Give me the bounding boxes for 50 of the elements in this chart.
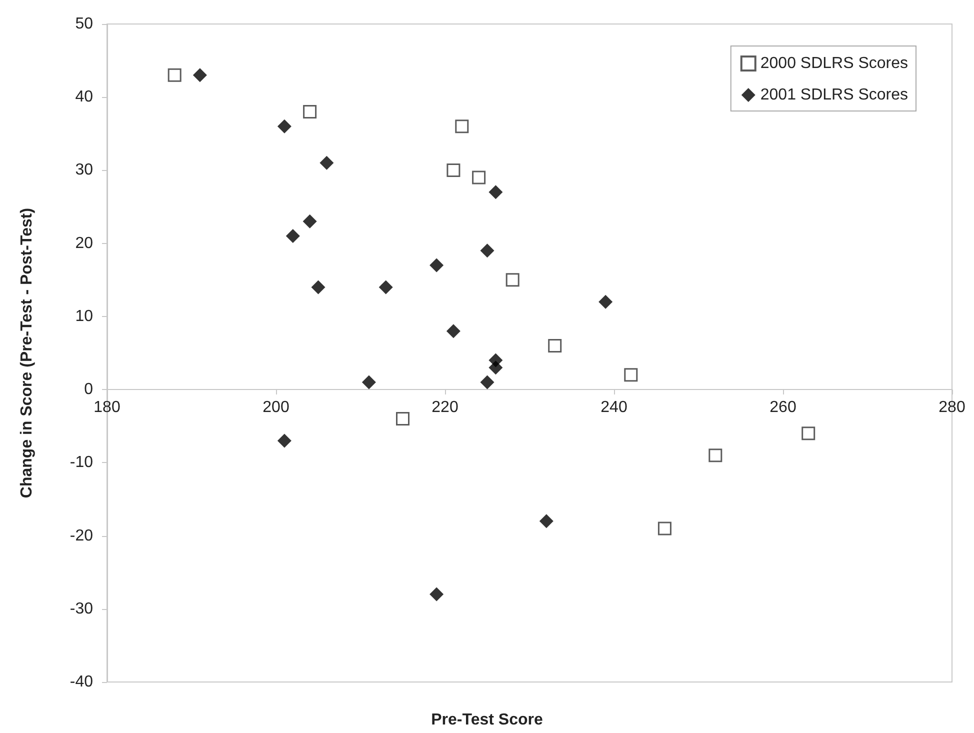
y-tick-label: 30 <box>75 162 94 179</box>
x-tick-label: 200 <box>262 399 290 416</box>
point <box>548 338 562 352</box>
y-axis-title: Change in Score (Pre-Test - Post-Test) <box>18 208 36 498</box>
legend-label: 2001 SDLRS Scores <box>760 86 908 104</box>
point <box>506 273 520 287</box>
y-tick-label: -20 <box>70 527 94 544</box>
point <box>455 120 469 134</box>
y-tick-label: 10 <box>75 308 94 325</box>
x-tick-label: 280 <box>938 399 966 416</box>
point <box>362 375 376 390</box>
legend-label: 2000 SDLRS Scores <box>760 55 908 72</box>
point <box>277 119 292 134</box>
point <box>311 280 326 294</box>
point <box>168 68 182 82</box>
point <box>446 324 460 338</box>
y-tick-label: 40 <box>75 88 94 106</box>
y-tick-label: 20 <box>75 234 94 252</box>
point <box>430 587 444 602</box>
point <box>430 258 444 272</box>
y-tick-label: 50 <box>75 16 94 32</box>
point <box>303 104 317 118</box>
point <box>658 522 672 536</box>
point <box>286 229 300 244</box>
x-tick-label: 180 <box>94 399 120 416</box>
x-tick-label: 240 <box>600 399 628 416</box>
point <box>302 214 317 228</box>
y-tick-label: -40 <box>70 674 94 690</box>
y-tick-label: -30 <box>70 600 94 618</box>
point <box>708 448 722 462</box>
x-tick-label: 260 <box>770 399 796 416</box>
point <box>320 156 334 170</box>
point <box>446 163 460 177</box>
x-tick-label: 220 <box>432 399 458 416</box>
y-tick-label: -10 <box>70 454 94 472</box>
point <box>802 426 816 440</box>
point <box>488 185 503 200</box>
point <box>539 514 554 528</box>
point <box>624 368 638 382</box>
point <box>488 360 503 375</box>
point <box>396 412 410 426</box>
point <box>480 244 494 258</box>
y-tick-label: 0 <box>84 381 94 398</box>
point <box>472 170 486 184</box>
point <box>277 434 292 448</box>
point <box>378 280 393 294</box>
x-axis-title: Pre-Test Score <box>431 712 543 728</box>
point <box>480 375 494 390</box>
point <box>598 294 613 309</box>
point <box>192 68 207 82</box>
